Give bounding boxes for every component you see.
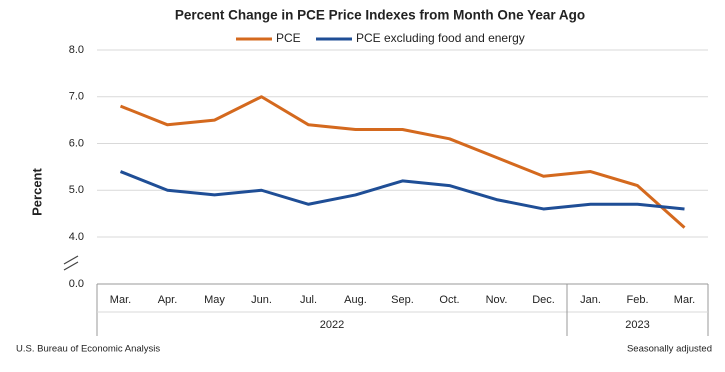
y-tick-label: 5.0	[69, 184, 84, 196]
x-tick-label: Oct.	[439, 294, 459, 306]
x-tick-label: Jun.	[251, 294, 272, 306]
x-tick-label: Mar.	[674, 294, 695, 306]
x-tick-label: Nov.	[486, 294, 508, 306]
x-tick-label: May	[204, 294, 225, 306]
note: Seasonally adjusted	[627, 344, 712, 355]
series-line	[119, 170, 685, 211]
x-tick-label: Sep.	[391, 294, 414, 306]
x-tick-label: Jan.	[580, 294, 601, 306]
y-axis-label: Percent	[29, 167, 44, 215]
source: U.S. Bureau of Economic Analysis	[16, 344, 160, 355]
x-tick-label: Jul.	[300, 294, 317, 306]
x-tick-label: Aug.	[344, 294, 367, 306]
x-tick-label: Dec.	[532, 294, 555, 306]
y-tick-label: 4.0	[69, 231, 84, 243]
legend-label: PCE excluding food and energy	[356, 31, 525, 45]
legend-label: PCE	[276, 31, 301, 45]
y-tick-label: 8.0	[69, 44, 84, 56]
y-tick-label: 0.0	[69, 278, 84, 290]
x-tick-label: Mar.	[110, 294, 131, 306]
series-line	[119, 95, 686, 229]
y-tick-label: 7.0	[69, 91, 84, 103]
axis-break	[63, 255, 79, 271]
y-tick-label: 6.0	[69, 137, 84, 149]
x-group-label: 2023	[625, 319, 649, 331]
chart-title: Percent Change in PCE Price Indexes from…	[175, 8, 585, 23]
x-tick-label: Feb.	[626, 294, 648, 306]
x-group-label: 2022	[320, 319, 344, 331]
x-tick-label: Apr.	[158, 294, 178, 306]
